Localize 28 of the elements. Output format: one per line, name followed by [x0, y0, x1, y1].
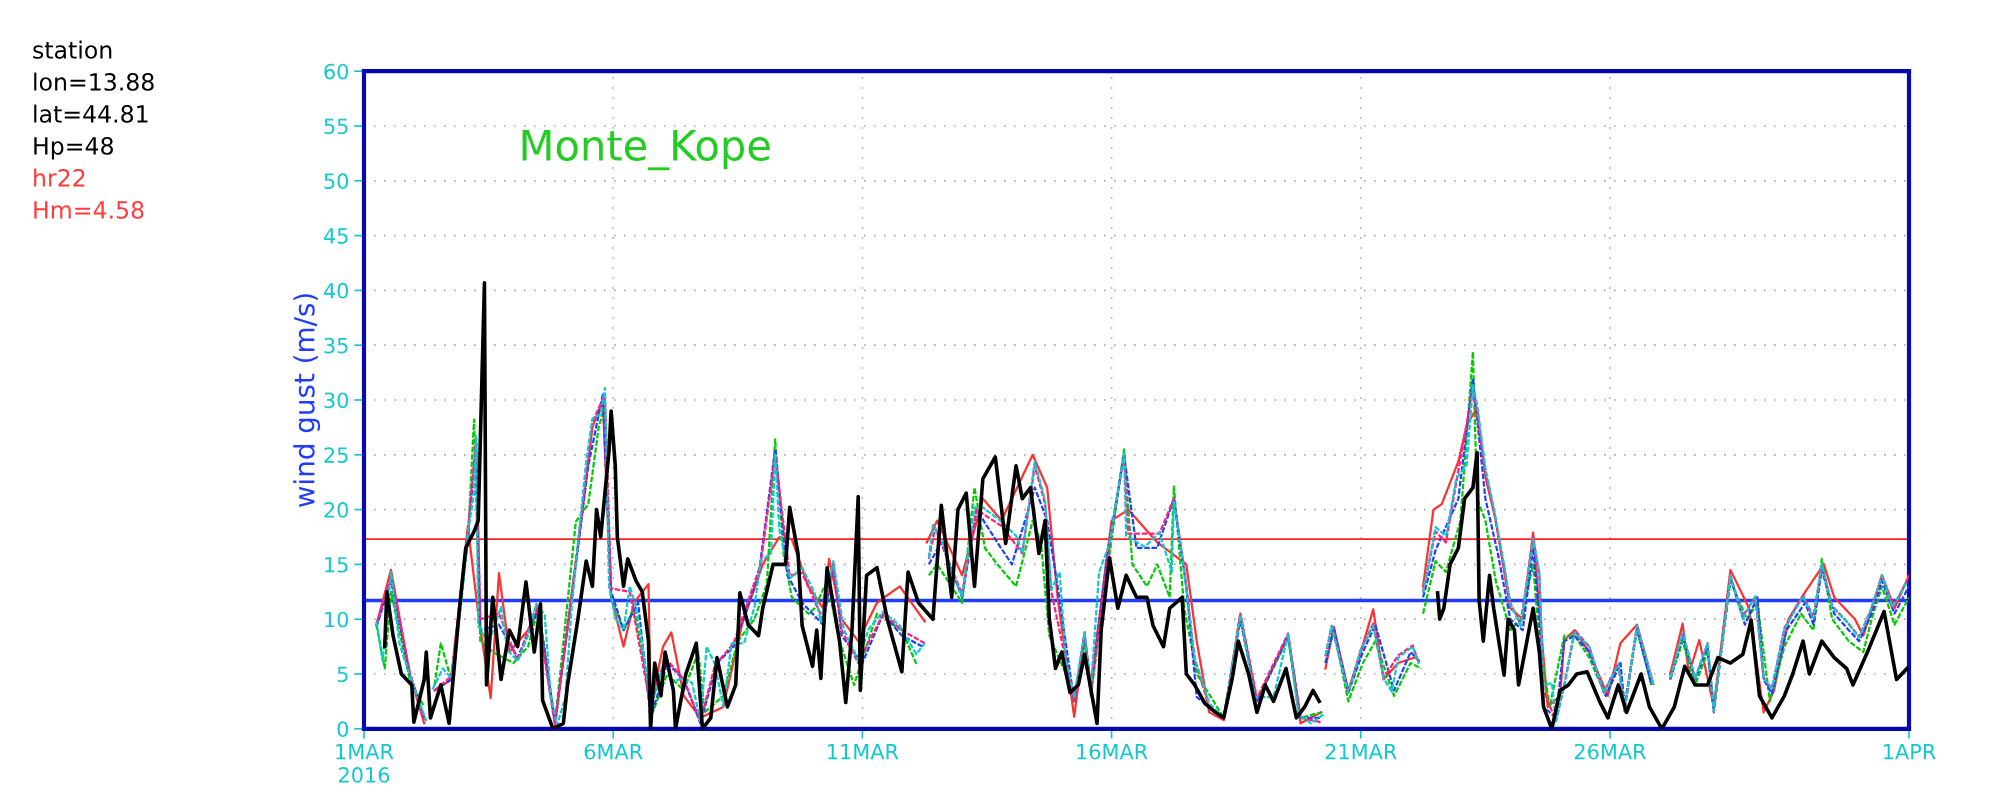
y-tick-label: 5: [337, 666, 348, 683]
x-tick-label: 21MAR: [1325, 743, 1397, 760]
y-tick-label: 60: [324, 63, 349, 80]
y-tick-label: 40: [323, 282, 349, 299]
y-tick-label: 50: [324, 173, 349, 190]
x-tick-label: 6MAR: [584, 743, 643, 760]
y-tick-label: 20: [324, 502, 349, 518]
x-tick-label: 1APR: [1884, 744, 1936, 760]
y-tick-label: 0: [337, 721, 349, 738]
y-tick-label: 25: [324, 447, 348, 464]
text: lon=13.88: [34, 72, 154, 91]
text: Hp=48: [34, 136, 113, 160]
y-axis-title: wind gust (m/s): [293, 294, 321, 508]
y-tick-label: 30: [324, 392, 349, 409]
x-tick-label: 16MAR: [1077, 743, 1148, 760]
x-tick-label: 11MAR: [828, 744, 899, 760]
text: lat=44.81: [34, 104, 148, 123]
y-tick-label: 10: [325, 611, 349, 628]
x-tick-label: 26MAR: [1574, 743, 1646, 760]
text: hr22: [34, 168, 85, 187]
x-tick-label: 1MAR 2016: [336, 744, 394, 783]
y-tick-label: 35: [324, 337, 348, 354]
text: station: [33, 40, 112, 59]
y-tick-label: 15: [325, 557, 348, 573]
text: Hm=4.58: [34, 200, 144, 219]
text: Monte_Kope: [522, 130, 770, 171]
y-tick-label: 55: [324, 118, 348, 135]
y-tick-label: 45: [323, 228, 348, 244]
